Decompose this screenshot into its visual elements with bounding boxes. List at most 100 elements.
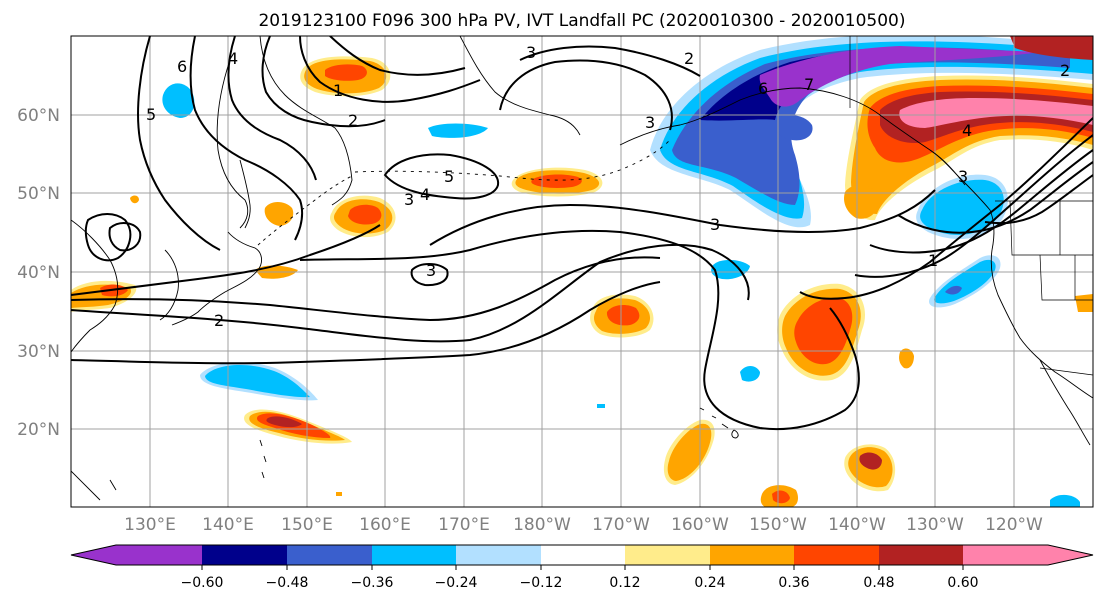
coast-korea	[159, 249, 179, 321]
contour-label: 4	[962, 121, 972, 140]
contour-west-4	[261, 36, 386, 128]
colorbar-seg	[625, 545, 710, 565]
border-us-mexico	[1039, 367, 1093, 376]
contour-label: 3	[526, 43, 536, 62]
contour-label: 5	[444, 167, 454, 186]
negative-anomaly-gulf-blob	[774, 115, 813, 141]
lon-label: 150°W	[749, 515, 807, 535]
contour-label-set: 6 4 5 3 3 1 2 5 3 4 3 3 1 2 2 6 7 2 3 4	[146, 43, 1070, 330]
contour-arctic	[329, 36, 466, 76]
lon-label: 120°W	[985, 515, 1043, 535]
contour-upper-loop	[71, 224, 381, 296]
coast-japan	[171, 231, 262, 326]
contour-3-east	[869, 149, 1093, 254]
contour-alaska-2	[519, 45, 701, 77]
contour-west-2	[189, 36, 304, 241]
negative-anomaly-small-5	[597, 404, 605, 408]
positive-anomaly-offshore	[1075, 294, 1093, 312]
lat-label: 20°N	[17, 420, 60, 440]
coast-sakhalin	[239, 159, 251, 229]
coast-china	[71, 219, 119, 353]
lon-label: 130°E	[124, 515, 176, 535]
lon-label: 150°E	[281, 515, 333, 535]
negative-anomaly-gulf-core	[759, 46, 1040, 107]
longitude-labels: 130°E 140°E 150°E 160°E 170°E 180°W 170°…	[124, 515, 1043, 535]
positive-anomaly-mid-red	[794, 297, 853, 365]
positive-anomaly-philippine-core	[266, 416, 302, 428]
pv-contours	[71, 36, 1093, 431]
contour-1-mid	[71, 243, 750, 343]
contour-label: 2	[684, 49, 694, 68]
lat-label: 60°N	[17, 106, 60, 126]
colorbar-label: 0.12	[609, 575, 640, 591]
contour-west-1	[137, 36, 221, 251]
colorbar-seg	[710, 545, 794, 565]
negative-anomaly-small-6	[1050, 494, 1080, 507]
contour-2-east	[854, 134, 1093, 278]
coast-kurils	[257, 175, 353, 246]
lat-label: 50°N	[17, 184, 60, 204]
contour-label: 2	[1060, 61, 1070, 80]
contour-box-2	[108, 222, 142, 252]
positive-anomaly-canada-pink	[899, 98, 1093, 128]
colorbar-label: −0.24	[435, 575, 478, 591]
colorbar-label: −0.60	[181, 575, 224, 591]
positive-anomaly-central-core	[606, 304, 640, 326]
negative-anomaly-small-2	[428, 123, 488, 138]
contour-loop-3s	[410, 263, 449, 287]
positive-anomaly-s-small-core	[772, 490, 790, 504]
lon-label: 160°E	[359, 515, 411, 535]
contour-loop-ne	[299, 36, 481, 103]
coast-uswest	[990, 249, 1093, 399]
coast-islands-w	[71, 439, 267, 501]
positive-anomaly-hi-east	[899, 348, 914, 369]
positive-anomaly-dateline-core	[531, 174, 582, 188]
colorbar: −0.60 −0.48 −0.36 −0.24 −0.12 0.12 0.24 …	[70, 544, 1094, 591]
contour-west-3	[227, 36, 317, 181]
negative-anomaly-coast	[920, 179, 1004, 235]
positive-anomaly-japan-sea	[264, 202, 294, 226]
contour-1-east	[799, 117, 1093, 300]
contour-label: 1	[333, 81, 343, 100]
contour-outer-south	[71, 256, 661, 322]
contour-label: 6	[177, 57, 187, 76]
colorbar-seg	[794, 545, 879, 565]
coast-baja	[1039, 359, 1091, 446]
negative-anomaly-small-3	[711, 259, 750, 280]
colorbar-seg	[879, 545, 963, 565]
contour-label: 3	[426, 261, 436, 280]
colorbar-seg	[287, 545, 372, 565]
lon-label: 130°W	[906, 515, 964, 535]
contour-box-1	[84, 213, 132, 262]
contour-label: 7	[804, 75, 814, 94]
lat-label: 30°N	[17, 342, 60, 362]
contour-label: 4	[228, 49, 238, 68]
positive-anomaly-kamchatka-core	[325, 64, 367, 81]
contour-5-east	[984, 174, 1093, 225]
negative-anomaly-nv-core	[945, 285, 962, 295]
lon-label: 170°E	[438, 515, 490, 535]
positive-anomaly-kuril-core	[348, 204, 382, 225]
coast-alaska-south	[619, 87, 966, 186]
colorbar-label: 0.60	[947, 575, 978, 591]
lon-label: 180°W	[513, 515, 571, 535]
colorbar-seg	[456, 545, 541, 565]
contour-label: 4	[420, 185, 430, 204]
coast-alaska-west	[459, 36, 581, 136]
negative-anomalies	[162, 36, 1093, 507]
political-borders	[849, 36, 1093, 376]
figure-title: 2019123100 F096 300 hPa PV, IVT Landfall…	[258, 11, 905, 31]
contour-label: 3	[958, 167, 968, 186]
lon-label: 140°W	[828, 515, 886, 535]
positive-anomaly-se-core	[859, 452, 882, 470]
colorbar-outline	[70, 544, 1094, 566]
map-panel: 6 4 5 3 3 1 2 5 3 4 3 3 1 2 2 6 7 2 3 4	[71, 36, 1093, 507]
coastlines	[71, 36, 1093, 501]
colorbar-label: 0.24	[694, 575, 725, 591]
lon-label: 170°W	[592, 515, 650, 535]
negative-anomaly-small-1	[162, 83, 195, 118]
contour-label: 5	[146, 105, 156, 124]
positive-anomaly-ne-corner	[1010, 36, 1093, 60]
colorbar-seg	[202, 545, 287, 565]
